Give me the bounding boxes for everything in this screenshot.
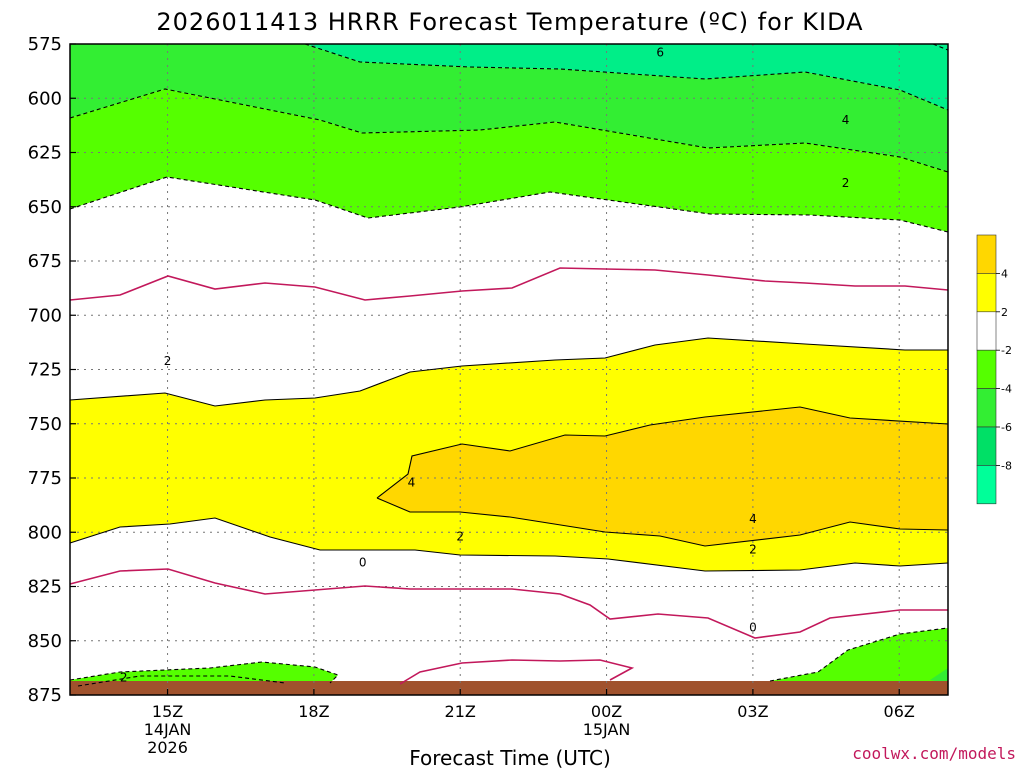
x-tick-label: 21Z [445,702,476,721]
x-tick-label: 18Z [298,702,329,721]
contour-label: 6 [656,46,664,60]
x-tick-date: 15JAN [583,720,631,739]
x-axis-label: Forecast Time (UTC) [409,746,611,768]
credit-text: coolwx.com/models [852,744,1016,763]
x-tick-label: 00Z [591,702,622,721]
colorbar-label: 2 [1001,306,1008,319]
contour-label: 4 [408,475,416,489]
y-tick-label: 800 [28,522,62,543]
cold2-lower-right [770,628,948,683]
colorbar-label: 4 [1001,267,1008,280]
contour-label: 2 [164,354,172,368]
contour-minus4 [69,88,949,173]
y-tick-label: 625 [28,143,62,164]
colorbar-label: -8 [1001,459,1012,472]
contour-minus6 [304,43,949,111]
warm4-region [377,407,948,546]
contour-zero-lower [69,568,948,639]
x-tick-date: 14JAN [144,720,192,739]
colorbar-label: -2 [1001,344,1012,357]
contour-minus2 [69,176,949,233]
contour-label: 0 [359,556,367,570]
colorbar-swatch [976,311,997,351]
contour-plus2-lower-left [69,661,340,684]
y-tick-label: 600 [28,88,62,109]
cold6-region [70,44,948,110]
x-tick-label: 15Z [152,702,183,721]
y-tick-label: 700 [28,305,62,326]
y-tick-label: 750 [28,414,62,435]
cold4-lower-right [930,668,948,683]
contour-label: 0 [749,621,757,635]
contour-label: 2 [120,671,128,685]
y-tick-label: 675 [28,251,62,272]
colorbar-swatch [976,349,997,389]
colorbar-swatch [976,388,997,428]
x-tick-label: 03Z [737,702,768,721]
contour-plus4-lower [376,497,949,547]
contour-plus2-lower-left-inner [77,675,286,687]
x-tick-label: 06Z [884,702,915,721]
contour-plus4 [376,406,949,499]
contour-label: 4 [749,512,757,526]
y-tick-label: 825 [28,577,62,598]
contour-minus6-corner [932,43,949,51]
contour-labels: 6 4 2 2 4 4 2 2 0 0 2 [120,46,850,685]
plot-area: 6 4 2 2 4 4 2 2 0 0 2 [69,43,949,696]
colorbar-swatch [976,465,997,505]
cold2-region [70,89,948,232]
colorbar-swatch [976,234,997,274]
y-tick-label: 775 [28,468,62,489]
contour-plus2-lower [69,517,949,572]
y-tick-label: 725 [28,360,62,381]
contour-zero-upper [69,267,949,301]
y-tick-label: 575 [28,34,62,55]
x-tick-year: 2026 [147,738,188,757]
cold2-lower-left [70,662,338,683]
chart-title: 2026011413 HRRR Forecast Temperature (ºC… [156,8,863,36]
cold4-region [70,44,948,172]
colorbar-label: -6 [1001,421,1012,434]
contour-lines [69,43,949,687]
contour-label: 2 [842,176,850,190]
contour-label: 2 [749,543,757,557]
contour-plus2-upper [69,337,948,407]
contour-zero-ground [399,659,635,685]
colorbar-swatch [976,426,997,466]
y-tick-label: 650 [28,197,62,218]
colorbar-swatch [976,273,997,313]
y-axis: 575 600 625 650 675 700 725 750 775 800 825 850 875 [28,34,76,706]
contour-label: 4 [842,113,850,127]
ground-strip [70,681,948,695]
colorbar-label: -4 [1001,383,1012,396]
contour-label: 2 [456,530,464,544]
y-tick-label: 850 [28,631,62,652]
colorbar: 4 2 -2 -4 -6 -8 [976,234,1012,505]
y-tick-label: 875 [28,685,62,706]
contour-plus2-lower-right [769,627,949,682]
